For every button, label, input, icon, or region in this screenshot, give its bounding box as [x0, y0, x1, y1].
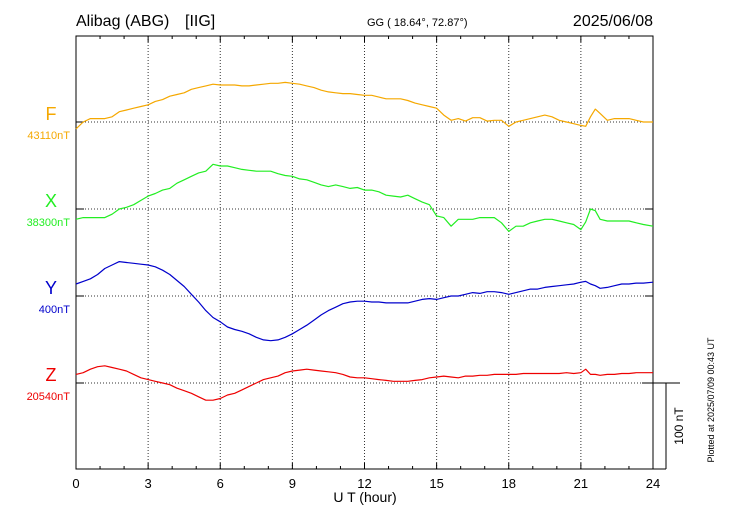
series-line-y — [75, 261, 654, 342]
x-tick-label: 21 — [574, 476, 588, 491]
series-name-z: Z — [46, 365, 57, 385]
x-tick-label: 6 — [217, 476, 224, 491]
plotted-timestamp: Plotted at 2025/07/09 00:43 UT — [706, 337, 716, 463]
scale-bar: 100 nT — [642, 382, 686, 470]
series-baseline-x: 38300nT — [27, 217, 71, 229]
x-tick-label: 18 — [502, 476, 516, 491]
series-line-z — [75, 365, 653, 401]
coords-label: GG ( 18.64°, 72.87°) — [367, 17, 468, 29]
x-axis-label: U T (hour) — [333, 489, 396, 505]
series-labels: F 43110nT X 38300nT Y 400nT Z 20540nT — [27, 104, 71, 403]
x-tick-label: 15 — [429, 476, 443, 491]
x-tick-label: 3 — [145, 476, 152, 491]
series-line-x — [75, 163, 654, 232]
series-group — [75, 81, 654, 401]
x-tick-label: 9 — [289, 476, 296, 491]
date-label: 2025/06/08 — [573, 13, 653, 30]
series-baseline-y: 400nT — [39, 304, 70, 316]
grid — [76, 36, 653, 469]
scale-bar-label: 100 nT — [672, 407, 686, 445]
x-tick-labels: 0 3 6 9 12 15 18 21 24 — [72, 476, 660, 491]
series-name-x: X — [45, 191, 57, 211]
institute-label: [IIG] — [185, 13, 215, 30]
x-tick-label: 0 — [72, 476, 79, 491]
series-baseline-f: 43110nT — [27, 130, 70, 142]
series-name-y: Y — [45, 278, 57, 298]
series-baseline-z: 20540nT — [27, 391, 71, 403]
station-title: Alibag (ABG) — [76, 13, 169, 30]
x-tick-label: 12 — [357, 476, 371, 491]
x-tick-label: 24 — [646, 476, 660, 491]
series-name-f: F — [46, 104, 57, 124]
series-line-f — [75, 81, 653, 130]
